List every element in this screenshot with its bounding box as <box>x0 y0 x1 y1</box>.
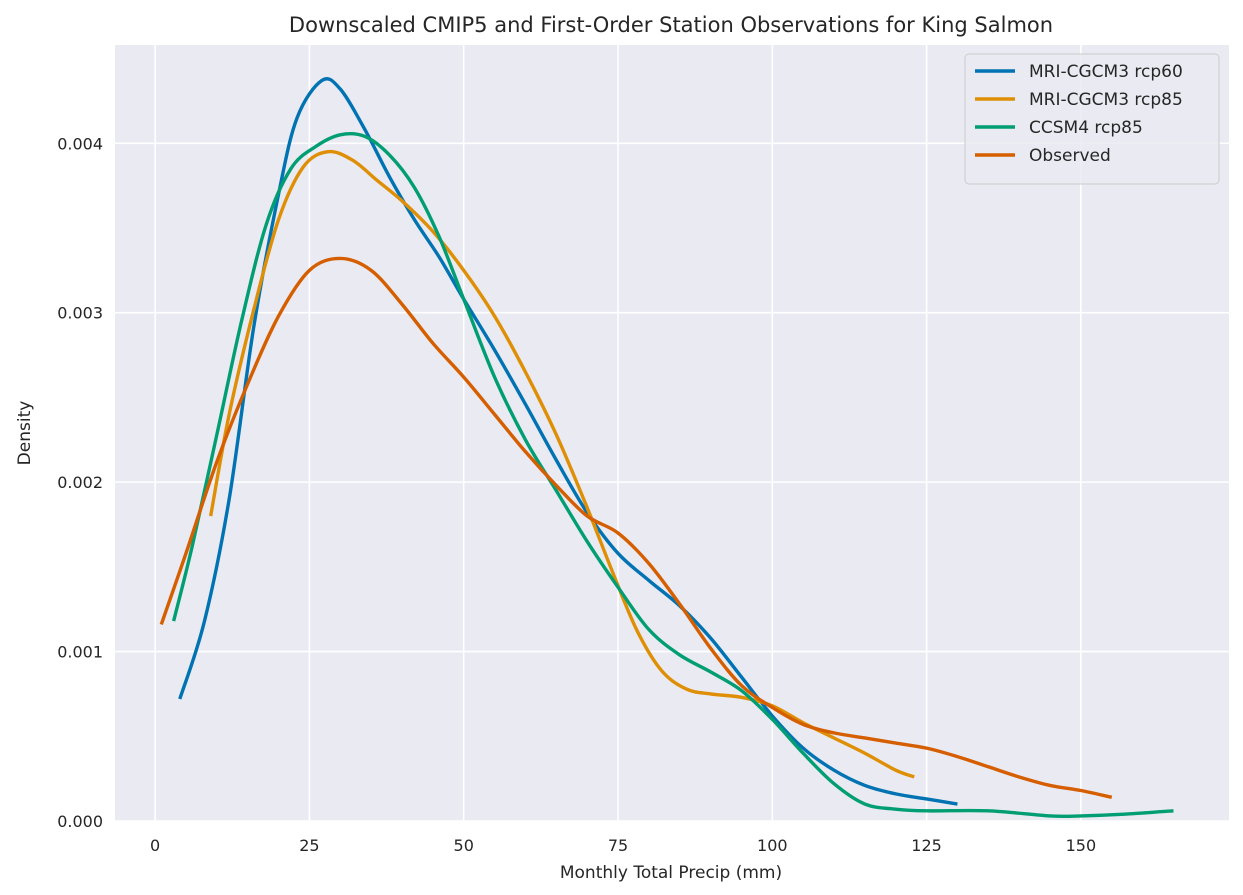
x-tick-label: 150 <box>1066 836 1097 855</box>
y-axis-label: Density <box>15 401 35 466</box>
series-line-observed <box>159 256 1113 799</box>
series-line-mri-cgcm3-rcp60 <box>178 77 958 806</box>
x-tick-label: 100 <box>757 836 788 855</box>
gridlines <box>115 45 1229 822</box>
y-tick-label: 0.003 <box>57 304 103 323</box>
x-axis-label: Monthly Total Precip (mm) <box>560 863 782 883</box>
y-axis: 0.000 0.001 0.002 0.003 0.004 <box>57 134 103 831</box>
series-line-ccsm4-rcp85 <box>171 131 1174 819</box>
chart-title: Downscaled CMIP5 and First-Order Station… <box>289 13 1053 37</box>
y-tick-label: 0.002 <box>57 473 103 492</box>
x-axis: 0 25 50 75 100 125 150 <box>150 836 1096 855</box>
x-tick-label: 25 <box>299 836 319 855</box>
legend: MRI-CGCM3 rcp60 MRI-CGCM3 rcp85 CCSM4 rcp8… <box>964 53 1220 185</box>
x-tick-label: 125 <box>911 836 942 855</box>
x-tick-label: 0 <box>150 836 160 855</box>
y-tick-label: 0.000 <box>57 812 103 831</box>
legend-label: MRI-CGCM3 rcp85 <box>1029 90 1183 110</box>
y-tick-label: 0.004 <box>57 134 103 153</box>
legend-label: CCSM4 rcp85 <box>1029 118 1143 138</box>
legend-label: MRI-CGCM3 rcp60 <box>1029 62 1183 82</box>
legend-box <box>964 53 1220 185</box>
legend-label: Observed <box>1029 146 1111 166</box>
series-line-mri-cgcm3-rcp85 <box>208 149 915 779</box>
x-tick-label: 75 <box>608 836 628 855</box>
x-tick-label: 50 <box>454 836 474 855</box>
series-layer <box>159 77 1174 819</box>
y-tick-label: 0.001 <box>57 643 103 662</box>
